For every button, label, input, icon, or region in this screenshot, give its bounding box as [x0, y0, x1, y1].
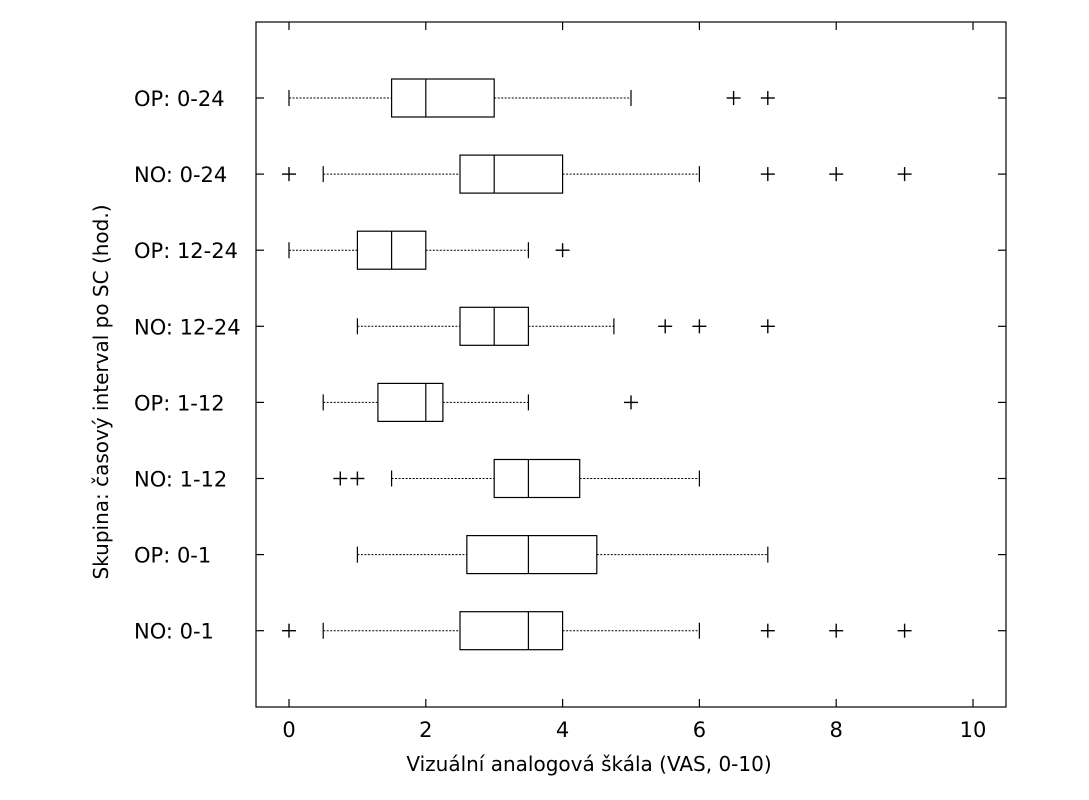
x-tick-label: 6 — [693, 718, 706, 742]
x-tick-label: 4 — [556, 718, 569, 742]
outlier-marker — [555, 243, 570, 258]
iqr-box — [459, 154, 564, 194]
box-group — [356, 534, 769, 575]
category-label: OP: 1-12 — [134, 391, 225, 415]
category-label: NO: 1-12 — [134, 468, 227, 492]
box-group — [356, 306, 775, 346]
outlier-marker — [897, 167, 912, 182]
box-group — [282, 154, 912, 194]
plot-frame — [255, 21, 1007, 708]
category-labels: OP: 0-24 NO: 0-24 OP: 12-24 NO: 12-24 OP: 1-… — [134, 87, 1006, 644]
iqr-box — [377, 382, 444, 422]
outlier-marker — [624, 395, 638, 410]
box-group — [333, 458, 701, 499]
outlier-marker — [760, 319, 775, 334]
iqr-box — [459, 611, 564, 651]
box-marks — [282, 78, 912, 651]
box-group — [288, 230, 570, 270]
outlier-marker — [658, 319, 673, 334]
box-group — [322, 382, 638, 422]
category-label: OP: 0-24 — [134, 87, 225, 111]
category-label: NO: 12-24 — [134, 315, 241, 339]
iqr-box — [466, 534, 598, 575]
outlier-marker — [760, 167, 775, 182]
category-label: OP: 12-24 — [134, 239, 238, 263]
x-tick-label: 0 — [282, 718, 295, 742]
x-tick-label: 2 — [419, 718, 432, 742]
outlier-marker — [350, 471, 365, 486]
x-tick-label: 10 — [960, 718, 987, 742]
outlier-marker — [333, 471, 348, 486]
x-tick-label: 8 — [830, 718, 843, 742]
outlier-marker — [897, 623, 912, 638]
iqr-box — [391, 78, 495, 118]
y-axis-title: Skupina: časový interval po SC (hod.) — [89, 204, 113, 579]
category-label: OP: 0-1 — [134, 544, 211, 568]
outlier-marker — [829, 167, 844, 182]
outlier-marker — [282, 623, 296, 638]
outlier-marker — [760, 91, 775, 105]
category-label: NO: 0-24 — [134, 163, 227, 187]
category-label: NO: 0-1 — [134, 620, 214, 644]
x-axis-ticks: 0 2 4 6 8 10 — [282, 22, 986, 742]
outlier-marker — [282, 167, 296, 182]
outlier-marker — [692, 319, 707, 334]
outlier-marker — [760, 623, 775, 638]
outlier-marker — [726, 91, 741, 105]
x-axis-title: Vizuální analogová škála (VAS, 0-10) — [406, 752, 771, 776]
box-group — [282, 611, 912, 651]
box-group — [288, 78, 775, 118]
outlier-marker — [829, 623, 844, 638]
iqr-box — [493, 458, 581, 499]
